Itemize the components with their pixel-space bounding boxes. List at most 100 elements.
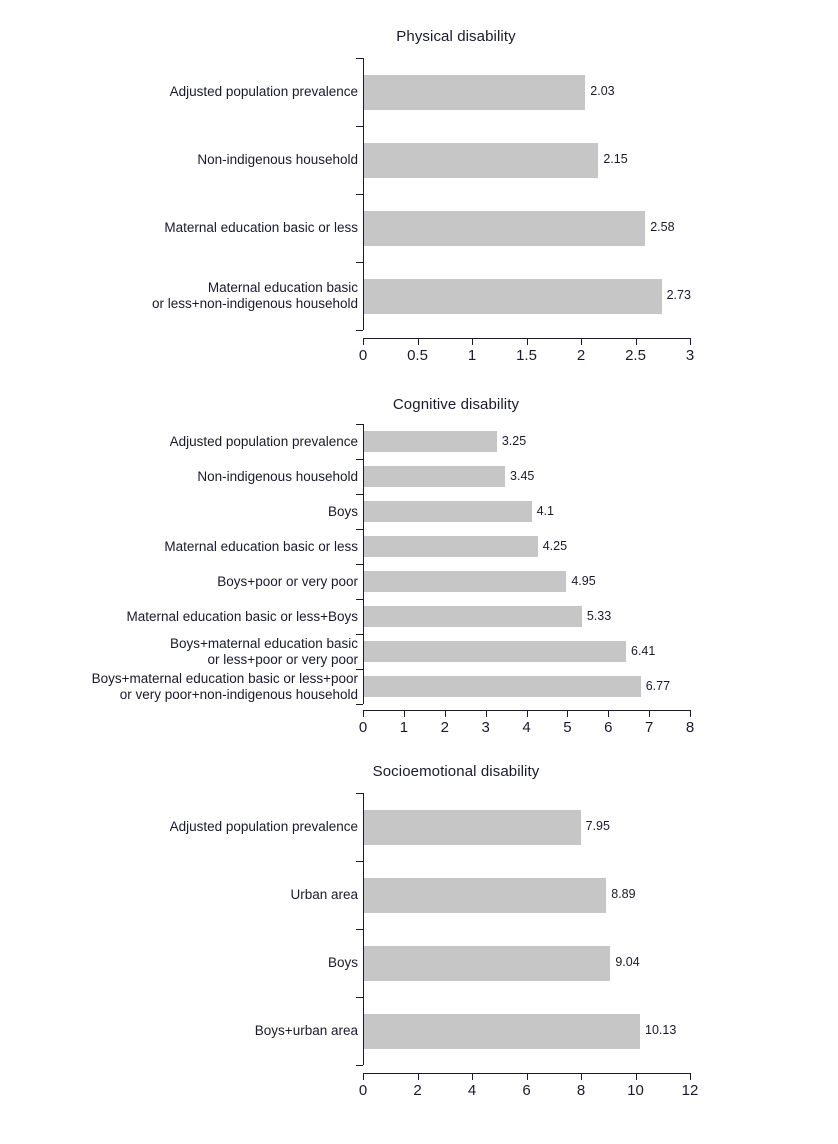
category-label: Non-indigenous household — [0, 152, 358, 168]
x-axis-tick-label: 6 — [604, 719, 613, 736]
category-label-text: Maternal education basic or less — [164, 538, 358, 554]
x-axis-tick-label: 2.5 — [625, 347, 646, 364]
bar-value-label: 9.04 — [615, 955, 640, 969]
x-axis-tick-label: 6 — [522, 1082, 531, 1099]
category-label-text: Adjusted population prevalence — [169, 433, 358, 449]
x-axis-tick-label: 0.5 — [407, 347, 428, 364]
y-axis-tick — [356, 330, 363, 331]
bar — [364, 501, 532, 522]
bar-value-label: 6.41 — [631, 643, 656, 658]
chart-title: Cognitive disability — [0, 396, 838, 413]
bar-value-label: 4.95 — [571, 573, 596, 588]
y-axis-tick — [356, 634, 363, 635]
x-axis-tick — [526, 338, 528, 345]
category-label-text: Boys+urban area — [254, 1023, 358, 1038]
x-axis-tick — [363, 710, 364, 717]
y-axis-tick — [356, 58, 363, 59]
y-axis-tick — [356, 424, 363, 425]
bar-value-label: 2.58 — [650, 220, 675, 234]
chart-title-text: Physical disability — [396, 28, 516, 45]
y-axis-tick — [356, 262, 363, 263]
category-label-text: Boys+maternal education basic or less+po… — [170, 635, 358, 667]
x-axis-tick-label: 1 — [467, 347, 477, 364]
x-axis-tick — [690, 1073, 691, 1080]
y-axis-tick — [356, 126, 363, 127]
x-axis-tick — [472, 338, 473, 345]
x-axis-tick — [608, 710, 610, 717]
chart-title-text: Socioemotional disability — [372, 763, 540, 780]
x-axis-tick — [417, 1073, 419, 1080]
x-axis-tick — [649, 710, 651, 717]
x-axis-tick — [526, 710, 528, 717]
x-axis-tick — [363, 1073, 364, 1080]
category-label: Adjusted population prevalence — [0, 84, 358, 100]
bar — [364, 571, 567, 592]
y-axis-tick — [356, 669, 363, 670]
x-axis-tick — [526, 1073, 528, 1080]
y-axis-tick — [356, 564, 363, 565]
category-label: Boys+urban area — [0, 1023, 358, 1039]
chart-title-text: Cognitive disability — [392, 396, 520, 413]
category-label: Urban area — [0, 887, 358, 903]
category-label-text: Maternal education basic or less+Boys — [126, 608, 359, 624]
bar — [364, 945, 611, 981]
category-label: Maternal education basic or less+non-ind… — [0, 280, 358, 312]
x-axis-tick — [690, 338, 691, 345]
bar — [364, 641, 626, 662]
category-label: Adjusted population prevalence — [0, 434, 358, 450]
x-axis-tick-label: 0 — [358, 719, 368, 736]
category-label: Boys — [0, 955, 358, 971]
category-label-text: Maternal education basic or less — [164, 220, 358, 235]
x-axis-tick-label: 12 — [681, 1082, 699, 1099]
x-axis-tick-label: 8 — [576, 1082, 586, 1099]
category-label: Boys — [0, 504, 358, 520]
bar — [364, 676, 641, 697]
bar — [364, 278, 662, 314]
bar — [364, 877, 607, 913]
bar-value-label: 6.77 — [645, 678, 671, 693]
bar — [364, 142, 599, 178]
bar — [364, 466, 506, 487]
x-axis-tick — [581, 1073, 582, 1080]
x-axis-tick — [444, 710, 446, 717]
y-axis-line — [363, 424, 364, 704]
bar — [364, 809, 581, 845]
x-axis-tick-label: 4 — [467, 1082, 477, 1099]
category-label: Adjusted population prevalence — [0, 819, 358, 835]
plot-area: 3.25 3.45 4.1 4.25 4.95 5.33 6.41 6.77 0 1 2 3 4 5 6 7 8 — [356, 424, 694, 736]
category-label: Maternal education basic or less+Boys — [0, 608, 359, 625]
x-axis-tick-label: 7 — [644, 719, 654, 736]
bar-value-label: 2.15 — [603, 152, 628, 166]
category-label-text: Non-indigenous household — [197, 468, 358, 484]
x-axis-tick — [472, 1073, 473, 1080]
x-axis-tick — [485, 710, 487, 717]
x-axis-tick — [363, 338, 364, 345]
category-label-text: Maternal education basic or less+non-ind… — [151, 280, 358, 311]
x-axis-tick-label: 10 — [627, 1082, 644, 1099]
y-axis-tick — [356, 704, 363, 705]
category-label: Boys+poor or very poor — [0, 574, 358, 590]
x-axis-tick-label: 2 — [413, 1082, 422, 1099]
x-axis-tick — [417, 338, 419, 345]
x-axis-tick-label: 0 — [358, 1082, 368, 1099]
y-axis-tick — [356, 529, 363, 530]
bar-value-label: 3.25 — [501, 433, 527, 448]
x-axis-tick-label: 1 — [399, 719, 409, 736]
x-axis-tick-label: 8 — [685, 719, 695, 736]
category-label-text: Boys+maternal education basic or less+po… — [91, 670, 358, 702]
x-axis-tick-label: 3 — [685, 347, 695, 364]
category-label: Non-indigenous household — [0, 469, 358, 485]
bar — [364, 1013, 641, 1049]
x-axis-tick-label: 5 — [563, 719, 572, 736]
bar-value-label: 5.33 — [586, 608, 612, 623]
category-label-text: Adjusted population prevalence — [169, 84, 358, 99]
x-axis-tick-label: 4 — [522, 719, 531, 736]
x-axis-tick-label: 0 — [358, 347, 368, 364]
bar — [364, 606, 582, 627]
x-axis-tick — [690, 710, 691, 717]
x-axis-tick-label: 1.5 — [516, 347, 537, 364]
category-label: Boys+maternal education basic or less+po… — [0, 671, 358, 703]
y-axis-tick — [356, 1065, 363, 1066]
bar-value-label: 4.1 — [536, 503, 554, 518]
category-label: Maternal education basic or less — [0, 539, 358, 555]
